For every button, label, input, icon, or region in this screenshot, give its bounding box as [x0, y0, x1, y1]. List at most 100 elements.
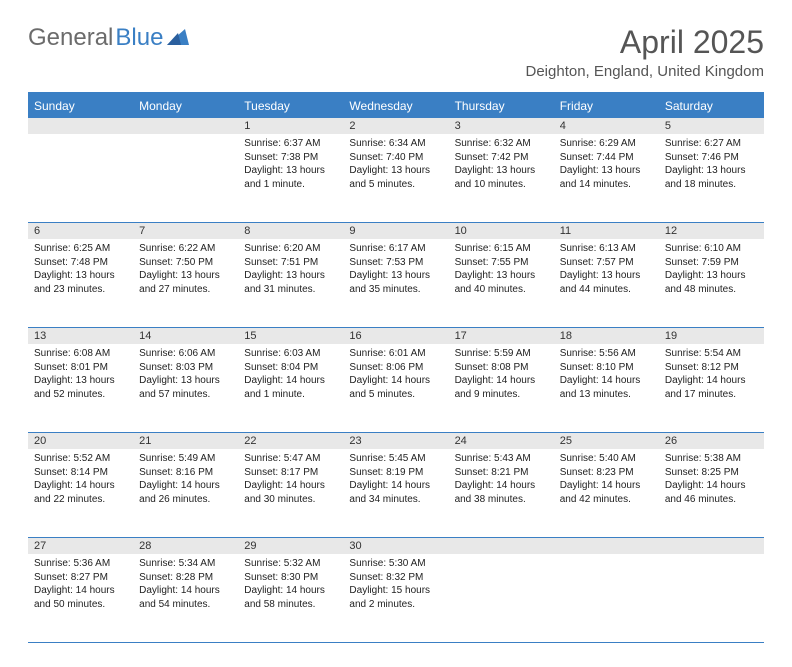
- day-cell: Sunrise: 5:59 AMSunset: 8:08 PMDaylight:…: [449, 344, 554, 407]
- day-content-cell: Sunrise: 5:52 AMSunset: 8:14 PMDaylight:…: [28, 449, 133, 538]
- day-d2: and 31 minutes.: [244, 283, 337, 297]
- day-number-cell: 28: [133, 538, 238, 555]
- day-content-cell: Sunrise: 6:13 AMSunset: 7:57 PMDaylight:…: [554, 239, 659, 328]
- day-content-cell: Sunrise: 5:56 AMSunset: 8:10 PMDaylight:…: [554, 344, 659, 433]
- title-block: April 2025 Deighton, England, United Kin…: [526, 24, 765, 80]
- day-d1: Daylight: 15 hours: [349, 584, 442, 598]
- day-d1: Daylight: 13 hours: [349, 269, 442, 283]
- day-d2: and 30 minutes.: [244, 493, 337, 507]
- day-ss: Sunset: 8:32 PM: [349, 571, 442, 585]
- day-content-cell: Sunrise: 6:06 AMSunset: 8:03 PMDaylight:…: [133, 344, 238, 433]
- day-content-cell: [659, 554, 764, 643]
- day-d2: and 2 minutes.: [349, 598, 442, 612]
- day-d1: Daylight: 13 hours: [349, 164, 442, 178]
- day-number-cell: 3: [449, 118, 554, 134]
- day-number-cell: 5: [659, 118, 764, 134]
- day-number-cell: 25: [554, 433, 659, 450]
- day-sr: Sunrise: 6:25 AM: [34, 242, 127, 256]
- day-d1: Daylight: 14 hours: [244, 584, 337, 598]
- day-sr: Sunrise: 6:37 AM: [244, 137, 337, 151]
- location: Deighton, England, United Kingdom: [526, 63, 765, 80]
- day-d1: Daylight: 13 hours: [34, 269, 127, 283]
- dayname-row: SundayMondayTuesdayWednesdayThursdayFrid…: [28, 93, 764, 118]
- week-row: Sunrise: 6:08 AMSunset: 8:01 PMDaylight:…: [28, 344, 764, 433]
- day-cell: Sunrise: 6:17 AMSunset: 7:53 PMDaylight:…: [343, 239, 448, 302]
- day-d2: and 9 minutes.: [455, 388, 548, 402]
- week-row: Sunrise: 5:52 AMSunset: 8:14 PMDaylight:…: [28, 449, 764, 538]
- day-ss: Sunset: 8:08 PM: [455, 361, 548, 375]
- day-ss: Sunset: 7:59 PM: [665, 256, 758, 270]
- day-sr: Sunrise: 5:54 AM: [665, 347, 758, 361]
- day-ss: Sunset: 8:27 PM: [34, 571, 127, 585]
- day-content-cell: Sunrise: 6:22 AMSunset: 7:50 PMDaylight:…: [133, 239, 238, 328]
- day-sr: Sunrise: 5:34 AM: [139, 557, 232, 571]
- day-number-cell: 15: [238, 328, 343, 345]
- day-number-cell: 1: [238, 118, 343, 134]
- day-ss: Sunset: 8:17 PM: [244, 466, 337, 480]
- day-content-cell: Sunrise: 6:03 AMSunset: 8:04 PMDaylight:…: [238, 344, 343, 433]
- day-number-cell: 8: [238, 223, 343, 240]
- day-content-cell: Sunrise: 5:43 AMSunset: 8:21 PMDaylight:…: [449, 449, 554, 538]
- day-cell: Sunrise: 5:47 AMSunset: 8:17 PMDaylight:…: [238, 449, 343, 512]
- day-d1: Daylight: 14 hours: [139, 479, 232, 493]
- day-d1: Daylight: 13 hours: [244, 269, 337, 283]
- day-d2: and 22 minutes.: [34, 493, 127, 507]
- day-cell: Sunrise: 5:40 AMSunset: 8:23 PMDaylight:…: [554, 449, 659, 512]
- day-sr: Sunrise: 5:32 AM: [244, 557, 337, 571]
- day-cell: Sunrise: 6:13 AMSunset: 7:57 PMDaylight:…: [554, 239, 659, 302]
- daynum-row: 6789101112: [28, 223, 764, 240]
- day-d2: and 48 minutes.: [665, 283, 758, 297]
- day-ss: Sunset: 8:10 PM: [560, 361, 653, 375]
- day-ss: Sunset: 7:40 PM: [349, 151, 442, 165]
- day-ss: Sunset: 7:38 PM: [244, 151, 337, 165]
- day-d2: and 27 minutes.: [139, 283, 232, 297]
- day-ss: Sunset: 8:19 PM: [349, 466, 442, 480]
- day-sr: Sunrise: 6:27 AM: [665, 137, 758, 151]
- day-cell: Sunrise: 6:22 AMSunset: 7:50 PMDaylight:…: [133, 239, 238, 302]
- day-ss: Sunset: 7:55 PM: [455, 256, 548, 270]
- day-number-cell: 9: [343, 223, 448, 240]
- day-cell: Sunrise: 6:08 AMSunset: 8:01 PMDaylight:…: [28, 344, 133, 407]
- day-d2: and 17 minutes.: [665, 388, 758, 402]
- day-d2: and 35 minutes.: [349, 283, 442, 297]
- day-content-cell: Sunrise: 5:30 AMSunset: 8:32 PMDaylight:…: [343, 554, 448, 643]
- day-ss: Sunset: 8:14 PM: [34, 466, 127, 480]
- day-cell: Sunrise: 6:15 AMSunset: 7:55 PMDaylight:…: [449, 239, 554, 302]
- day-ss: Sunset: 7:51 PM: [244, 256, 337, 270]
- day-content-cell: Sunrise: 5:54 AMSunset: 8:12 PMDaylight:…: [659, 344, 764, 433]
- day-d1: Daylight: 13 hours: [34, 374, 127, 388]
- day-ss: Sunset: 8:01 PM: [34, 361, 127, 375]
- calendar-body: 12345Sunrise: 6:37 AMSunset: 7:38 PMDayl…: [28, 118, 764, 643]
- day-ss: Sunset: 7:50 PM: [139, 256, 232, 270]
- day-content-cell: Sunrise: 5:32 AMSunset: 8:30 PMDaylight:…: [238, 554, 343, 643]
- day-number-cell: [554, 538, 659, 555]
- dayname-header: Tuesday: [238, 93, 343, 118]
- day-sr: Sunrise: 6:08 AM: [34, 347, 127, 361]
- day-d1: Daylight: 14 hours: [665, 479, 758, 493]
- header: GeneralBlue April 2025 Deighton, England…: [28, 24, 764, 80]
- day-content-cell: Sunrise: 6:25 AMSunset: 7:48 PMDaylight:…: [28, 239, 133, 328]
- day-cell: Sunrise: 5:30 AMSunset: 8:32 PMDaylight:…: [343, 554, 448, 617]
- day-ss: Sunset: 8:16 PM: [139, 466, 232, 480]
- day-ss: Sunset: 8:23 PM: [560, 466, 653, 480]
- day-number-cell: 26: [659, 433, 764, 450]
- day-d2: and 46 minutes.: [665, 493, 758, 507]
- day-cell: Sunrise: 5:49 AMSunset: 8:16 PMDaylight:…: [133, 449, 238, 512]
- day-d1: Daylight: 14 hours: [560, 479, 653, 493]
- week-row: Sunrise: 6:37 AMSunset: 7:38 PM Daylight:…: [28, 134, 764, 223]
- day-number-cell: 4: [554, 118, 659, 134]
- day-content-cell: Sunrise: 5:47 AMSunset: 8:17 PMDaylight:…: [238, 449, 343, 538]
- day-sr: Sunrise: 5:36 AM: [34, 557, 127, 571]
- day-d1: Daylight: 13 hours: [665, 269, 758, 283]
- day-cell: Sunrise: 6:37 AMSunset: 7:38 PMDaylight:…: [238, 134, 343, 197]
- day-d2: and 50 minutes.: [34, 598, 127, 612]
- week-row: Sunrise: 5:36 AMSunset: 8:27 PMDaylight:…: [28, 554, 764, 643]
- day-d2: and 42 minutes.: [560, 493, 653, 507]
- day-content-cell: Sunrise: 5:49 AMSunset: 8:16 PMDaylight:…: [133, 449, 238, 538]
- day-d2: and 44 minutes.: [560, 283, 653, 297]
- logo-text-gray: General: [28, 24, 113, 52]
- day-ss: Sunset: 8:21 PM: [455, 466, 548, 480]
- day-cell: Sunrise: 5:43 AMSunset: 8:21 PMDaylight:…: [449, 449, 554, 512]
- day-d1: Daylight: 14 hours: [34, 584, 127, 598]
- day-sr: Sunrise: 6:13 AM: [560, 242, 653, 256]
